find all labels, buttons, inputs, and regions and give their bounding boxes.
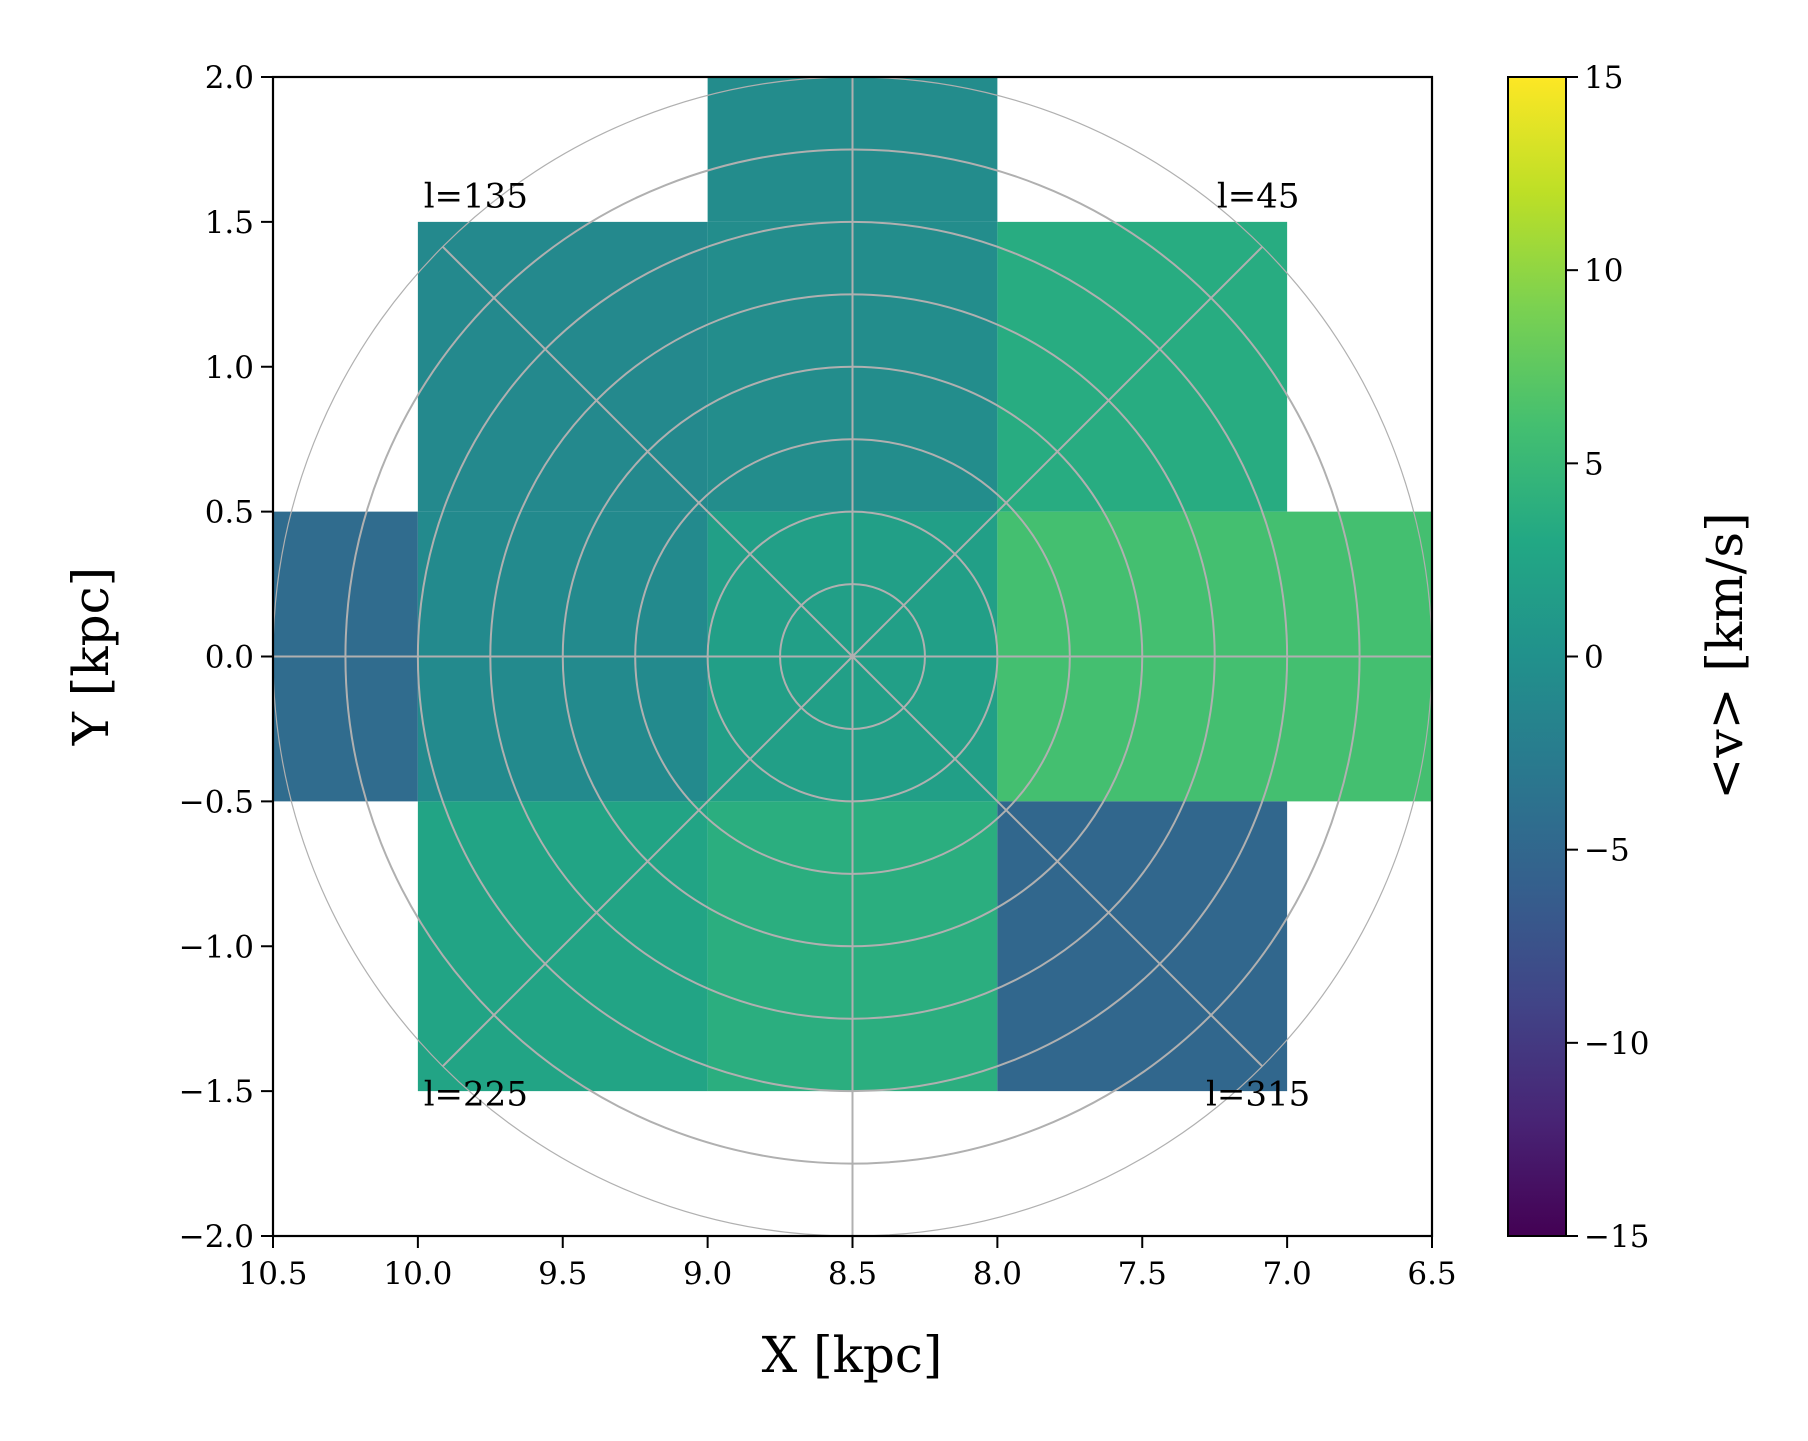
x-tick-label: 10.5: [238, 1256, 307, 1292]
y-tick-label: 2.0: [205, 60, 254, 96]
annotation-label: l=135: [424, 176, 528, 216]
colorbar-tick-label: −15: [1584, 1219, 1649, 1255]
y-tick-label: 0.5: [205, 495, 254, 531]
colorbar: 15 10 5 0 −5 −10 −15 <v> [km/s]: [1507, 60, 1754, 1255]
y-tick-label: −1.5: [179, 1074, 254, 1110]
x-tick-label: 10.0: [383, 1256, 452, 1292]
colorbar-tick-label: −10: [1584, 1026, 1649, 1062]
colorbar-tick-label: 15: [1584, 60, 1623, 96]
y-tick-label: −1.0: [179, 929, 254, 965]
annotations: l=135 l=45 l=225 l=315: [424, 176, 1311, 1114]
annotation-label: l=225: [424, 1075, 528, 1115]
colorbar-gradient: [1507, 76, 1567, 1237]
x-axis-ticks: 10.5 10.0 9.5 9.0 8.5 8.0 7.5 7.0 6.5: [238, 1236, 1457, 1292]
x-tick-label: 7.0: [1262, 1256, 1311, 1292]
x-axis-label: X [kpc]: [762, 1326, 943, 1384]
y-tick-label: 1.0: [205, 350, 254, 386]
polar-grid-spoke: [442, 246, 854, 658]
y-tick-label: −0.5: [179, 784, 254, 820]
x-tick-label: 7.5: [1118, 1256, 1167, 1292]
x-tick-label: 8.0: [973, 1256, 1022, 1292]
y-tick-label: 1.5: [205, 205, 254, 241]
colorbar-tick-label: 0: [1584, 640, 1604, 676]
colorbar-label: <v> [km/s]: [1696, 512, 1754, 799]
colorbar-tick-label: −5: [1584, 833, 1630, 869]
plot-area: l=135 l=45 l=225 l=315 10.5 10.0 9.5 9.0 8.5 8.0…: [179, 60, 1457, 1292]
annotation-label: l=45: [1217, 176, 1300, 216]
polar-grid-spoke: [442, 655, 854, 1067]
x-tick-label: 9.5: [538, 1256, 587, 1292]
polar-grid: [273, 77, 1432, 1236]
y-tick-label: 0.0: [205, 640, 254, 676]
y-axis-ticks: 2.0 1.5 1.0 0.5 0.0 −0.5 −1.0 −1.5 −2.0: [179, 60, 273, 1255]
polar-grid-spoke: [851, 655, 1263, 1067]
colorbar-tick-label: 10: [1584, 253, 1623, 289]
x-tick-label: 9.0: [683, 1256, 732, 1292]
colorbar-tick-label: 5: [1584, 446, 1604, 482]
colorbar-ticks: 15 10 5 0 −5 −10 −15: [1566, 60, 1649, 1255]
annotation-label: l=315: [1206, 1075, 1310, 1115]
y-tick-label: −2.0: [179, 1219, 254, 1255]
x-tick-label: 6.5: [1407, 1256, 1456, 1292]
polar-grid-spoke: [851, 246, 1263, 658]
x-tick-label: 8.5: [828, 1256, 877, 1292]
y-axis-label: Y [kpc]: [62, 567, 120, 746]
